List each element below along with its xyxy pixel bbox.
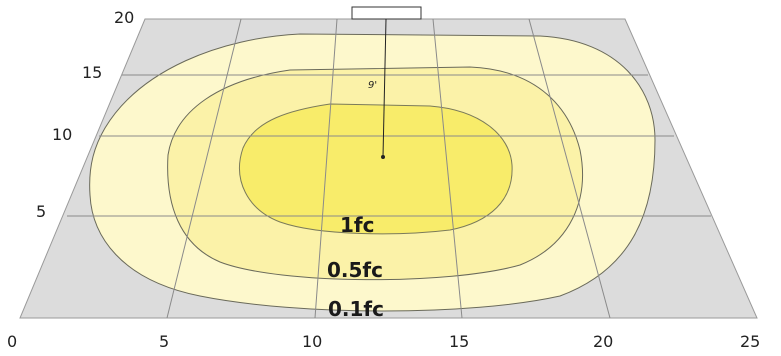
x-tick-label: 15 — [449, 332, 469, 351]
x-tick-label: 10 — [302, 332, 322, 351]
x-tick-label: 0 — [7, 332, 17, 351]
contour-label-0.1fc: 0.1fc — [328, 297, 384, 321]
x-tick-label: 5 — [159, 332, 169, 351]
nadir-point — [381, 155, 385, 159]
x-tick-label: 25 — [740, 332, 760, 351]
grid-vertical — [314, 18, 338, 319]
contour-label-1fc: 1fc — [340, 213, 374, 237]
contour-1fc — [239, 103, 513, 235]
luminaire-fixture — [351, 6, 422, 20]
grid-vertical — [166, 18, 242, 319]
y-tick-label: 5 — [36, 202, 46, 221]
x-tick-label: 20 — [593, 332, 613, 351]
grid-vertical — [432, 18, 463, 319]
y-tick-label: 15 — [82, 63, 102, 82]
contour-label-0.5fc: 0.5fc — [327, 258, 383, 282]
y-tick-label: 10 — [52, 125, 72, 144]
y-tick-label: 20 — [114, 8, 134, 27]
mounting-pole — [382, 18, 387, 158]
grid-vertical — [528, 18, 611, 319]
mounting-height-label: 9' — [368, 80, 377, 91]
